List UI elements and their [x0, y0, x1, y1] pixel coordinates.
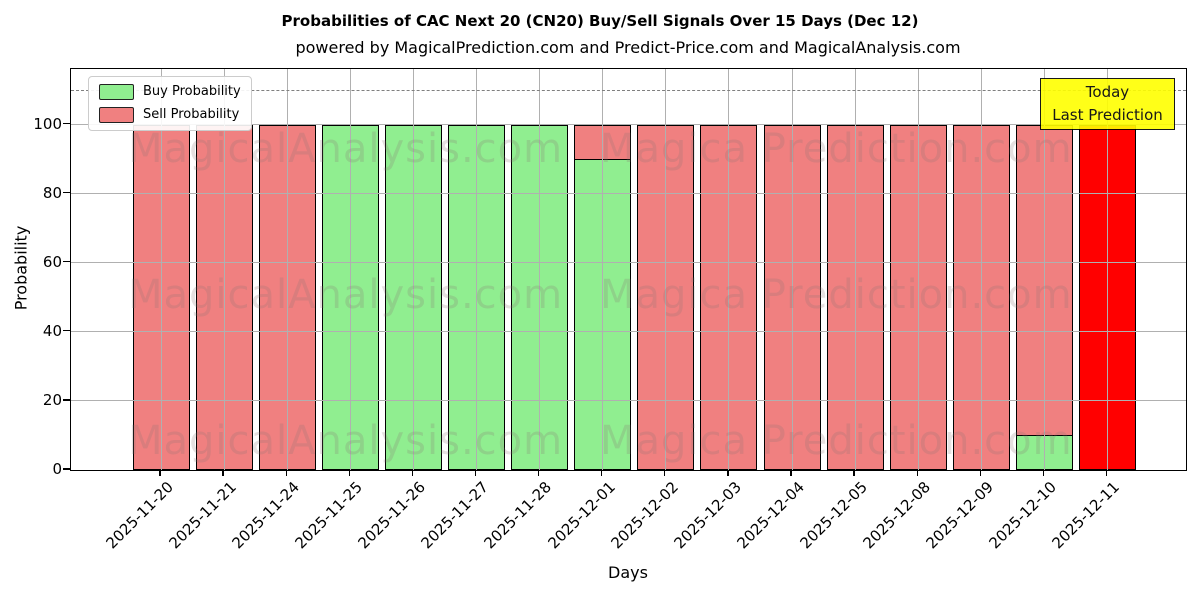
x-tick-label-text: 2025-12-09: [922, 478, 998, 553]
watermark-text: Magica Prediction.com: [600, 272, 1073, 318]
v-gridline: [728, 69, 730, 470]
x-tick-mark: [285, 470, 287, 476]
x-tick-label-text: 2025-11-24: [228, 478, 303, 553]
x-tick-mark: [601, 470, 603, 476]
x-tick-label-text: 2025-11-27: [417, 478, 493, 553]
x-tick-label-text: 2025-12-04: [733, 478, 808, 553]
x-tick-mark: [348, 470, 350, 476]
chart-subtitle: powered by MagicalPrediction.com and Pre…: [295, 38, 961, 57]
y-tick-mark: [63, 468, 70, 470]
v-gridline: [476, 69, 477, 470]
dashed-threshold-line: [71, 89, 1186, 91]
x-tick-label-text: 2025-11-28: [480, 478, 556, 553]
x-tick-mark: [159, 470, 161, 476]
plot-area: [70, 68, 1187, 471]
y-tick-label: 20: [42, 390, 62, 409]
y-tick-label: 80: [42, 183, 62, 202]
watermark-text: MagicalAnalysis.com: [128, 418, 564, 464]
x-tick-label-text: 2025-11-26: [354, 478, 430, 553]
x-tick-label-text: 2025-11-25: [291, 478, 367, 553]
h-gridline: [71, 262, 1186, 264]
x-tick-mark: [474, 470, 477, 476]
x-tick-label-text: 2025-11-20: [102, 478, 177, 553]
y-tick-label: 60: [42, 252, 62, 271]
watermark-text: MagicalAnalysis.com: [128, 272, 564, 318]
v-gridline: [791, 69, 793, 470]
y-tick-mark: [63, 399, 70, 401]
y-tick-label: 100: [33, 114, 62, 133]
x-tick-mark: [411, 470, 414, 476]
x-tick-mark: [222, 470, 224, 476]
legend-item-buy: Buy Probability: [99, 84, 241, 100]
h-gridline: [71, 331, 1186, 333]
legend-label-sell: Sell Probability: [143, 107, 240, 122]
x-tick-mark: [1105, 470, 1108, 476]
watermark-text: Magica Prediction.com: [600, 418, 1073, 464]
h-gridline: [71, 400, 1186, 402]
legend-label-buy: Buy Probability: [143, 84, 241, 99]
x-tick-label-text: 2025-11-21: [165, 478, 240, 553]
x-tick-label-text: 2025-12-03: [670, 478, 745, 553]
v-gridline: [412, 69, 414, 470]
legend-swatch-buy: [99, 84, 134, 100]
x-tick-mark: [1042, 470, 1045, 476]
v-gridline: [980, 69, 982, 470]
v-gridline: [1043, 69, 1045, 470]
legend: Buy Probability Sell Probability: [88, 76, 252, 131]
legend-swatch-sell: [99, 107, 134, 123]
x-tick-mark: [853, 470, 855, 476]
v-gridline: [223, 69, 225, 470]
h-gridline: [71, 124, 1186, 125]
v-gridline: [539, 69, 541, 470]
x-tick-mark: [727, 470, 729, 476]
y-tick-mark: [63, 261, 70, 263]
gridlines-layer: [71, 69, 1186, 470]
x-tick-label-text: 2025-12-01: [544, 478, 619, 553]
x-tick-mark: [979, 470, 981, 476]
watermark-text: Magica Prediction.com: [600, 126, 1073, 172]
x-tick-mark: [537, 470, 540, 476]
y-tick-mark: [63, 191, 70, 194]
watermark-text: MagicalAnalysis.com: [128, 126, 564, 172]
v-gridline: [160, 69, 162, 470]
v-gridline: [854, 69, 856, 470]
today-annotation-line2: Last Prediction: [1052, 106, 1163, 124]
y-tick-mark: [63, 330, 70, 332]
v-gridline: [602, 69, 604, 470]
legend-item-sell: Sell Probability: [99, 107, 241, 123]
y-tick-mark: [63, 122, 70, 125]
v-gridline: [917, 69, 919, 470]
x-tick-label-text: 2025-12-10: [985, 478, 1061, 553]
h-gridline: [71, 193, 1186, 195]
v-gridline: [349, 69, 351, 470]
y-tick-label: 0: [52, 460, 62, 478]
chart-title: Probabilities of CAC Next 20 (CN20) Buy/…: [281, 12, 919, 30]
today-annotation-line1: Today: [1085, 83, 1130, 101]
x-tick-label-text: 2025-12-11: [1048, 478, 1124, 553]
y-tick-label: 40: [42, 321, 62, 340]
v-gridline: [1107, 69, 1108, 470]
x-tick-label-text: 2025-12-08: [859, 478, 934, 553]
x-tick-label-text: 2025-12-05: [796, 478, 871, 553]
x-axis-label: Days: [608, 563, 648, 582]
v-gridline: [286, 69, 288, 470]
x-tick-mark: [664, 470, 666, 476]
x-tick-mark: [790, 470, 792, 476]
x-tick-mark: [916, 470, 918, 476]
today-annotation: Today Last Prediction: [1040, 78, 1175, 130]
v-gridline: [665, 69, 667, 470]
